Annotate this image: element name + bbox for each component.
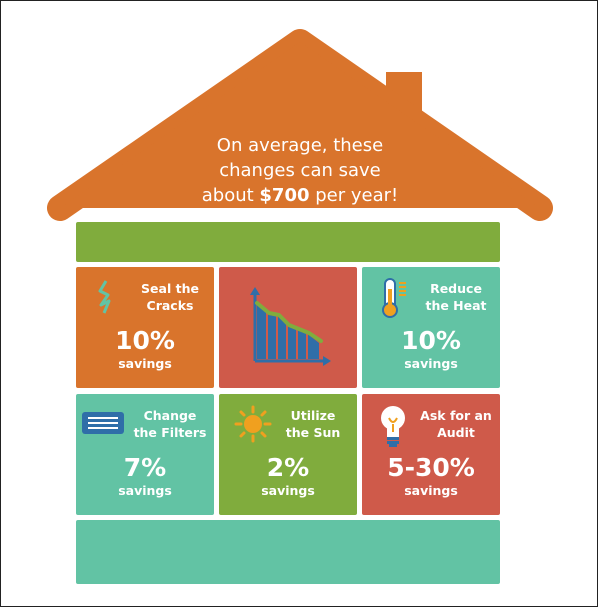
- headline-line-3: about $700 per year!: [201, 185, 399, 206]
- tile-reduce-heat: Reduce the Heat 10% savings: [362, 267, 500, 388]
- roof-fill: [60, 42, 540, 208]
- headline-line-1: On average, these: [216, 135, 384, 156]
- tile-utilize-sun: Utilize the Sun 2% savings: [219, 394, 357, 515]
- tile-percent: 5-30%: [387, 453, 475, 482]
- tile-title: Utilize the Sun: [285, 408, 341, 440]
- tile-title: Reduce the Heat: [425, 281, 487, 313]
- tile-savings-label: savings: [118, 483, 172, 498]
- savings-amount: $700: [259, 185, 310, 206]
- headline: On average, these changes can save about…: [150, 133, 450, 208]
- teal-band: [76, 520, 500, 584]
- tile-percent: 10%: [401, 326, 461, 355]
- tile-savings-label: savings: [261, 483, 315, 498]
- filter-icon: [82, 412, 124, 434]
- tile-title: Seal the Cracks: [141, 281, 199, 313]
- tile-seal-cracks: Seal the Cracks 10% savings: [76, 267, 214, 388]
- tile-percent: 2%: [266, 453, 310, 482]
- tile-percent: 10%: [115, 326, 175, 355]
- lightbulb-icon: [381, 406, 405, 447]
- tile-savings-label: savings: [404, 356, 458, 371]
- tile-savings-label: savings: [404, 483, 458, 498]
- green-band: [76, 222, 500, 262]
- crack-icon: [98, 280, 111, 314]
- tile-chart: [219, 267, 357, 388]
- sun-icon: [234, 405, 272, 443]
- tile-change-filters: Change the Filters 7% savings: [76, 394, 214, 515]
- headline-line-2: changes can save: [219, 160, 381, 181]
- tile-ask-audit: Ask for an Audit 5-30% savings: [362, 394, 500, 515]
- tile-title: Change the Filters: [133, 408, 207, 440]
- tile-savings-label: savings: [118, 356, 172, 371]
- tile-percent: 7%: [123, 453, 167, 482]
- thermometer-icon: [382, 278, 406, 318]
- declining-chart-icon: [250, 287, 331, 366]
- tile-title: Ask for an Audit: [420, 408, 492, 440]
